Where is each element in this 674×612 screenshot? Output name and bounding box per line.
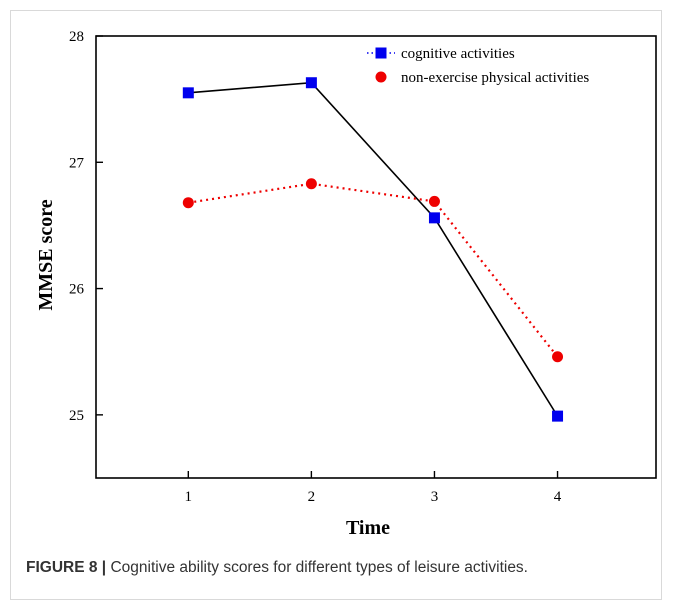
caption-text: Cognitive ability scores for different t… — [110, 559, 528, 576]
y-tick-label: 25 — [69, 408, 84, 424]
x-axis-title: Time — [346, 517, 390, 539]
cognitive-point — [552, 410, 564, 422]
plot-frame — [95, 35, 657, 479]
mmse-line-chart: 1 2 3 4 25 26 27 28 cognitive activities non-exe… — [35, 29, 657, 539]
physical-point — [552, 351, 564, 363]
physical-point — [182, 197, 194, 209]
x-tick-label: 2 — [308, 489, 316, 505]
cognitive-point — [182, 87, 194, 99]
chart-marks — [182, 77, 564, 422]
x-tick-label: 1 — [185, 489, 193, 505]
x-tick-label: 4 — [554, 489, 562, 505]
cognitive-point — [428, 212, 440, 224]
physical-point — [428, 195, 440, 207]
y-tick-label: 27 — [69, 155, 85, 171]
x-tick-label: 3 — [431, 489, 439, 505]
series-line-1 — [188, 81, 559, 417]
legend-marker-circle — [375, 71, 387, 83]
axis-ticks: 1 2 3 4 25 26 27 28 — [69, 29, 562, 505]
physical-point — [305, 178, 317, 190]
y-tick-label: 26 — [69, 282, 85, 298]
figure-caption: FIGURE 8 | Cognitive ability scores for … — [26, 559, 656, 577]
figure-frame — [10, 10, 662, 600]
legend-label-2: non-exercise physical activities — [401, 70, 589, 86]
series-line-2 — [188, 182, 559, 358]
legend: cognitive activities non-exercise physica… — [367, 46, 589, 86]
y-axis-title: MMSE score — [35, 199, 57, 310]
figure-label: FIGURE 8 | — [26, 559, 107, 576]
plot-area — [95, 35, 657, 479]
legend-label-1: cognitive activities — [401, 46, 515, 62]
cognitive-point — [305, 77, 317, 89]
legend-marker-square — [375, 47, 387, 59]
y-tick-label: 28 — [69, 29, 84, 45]
